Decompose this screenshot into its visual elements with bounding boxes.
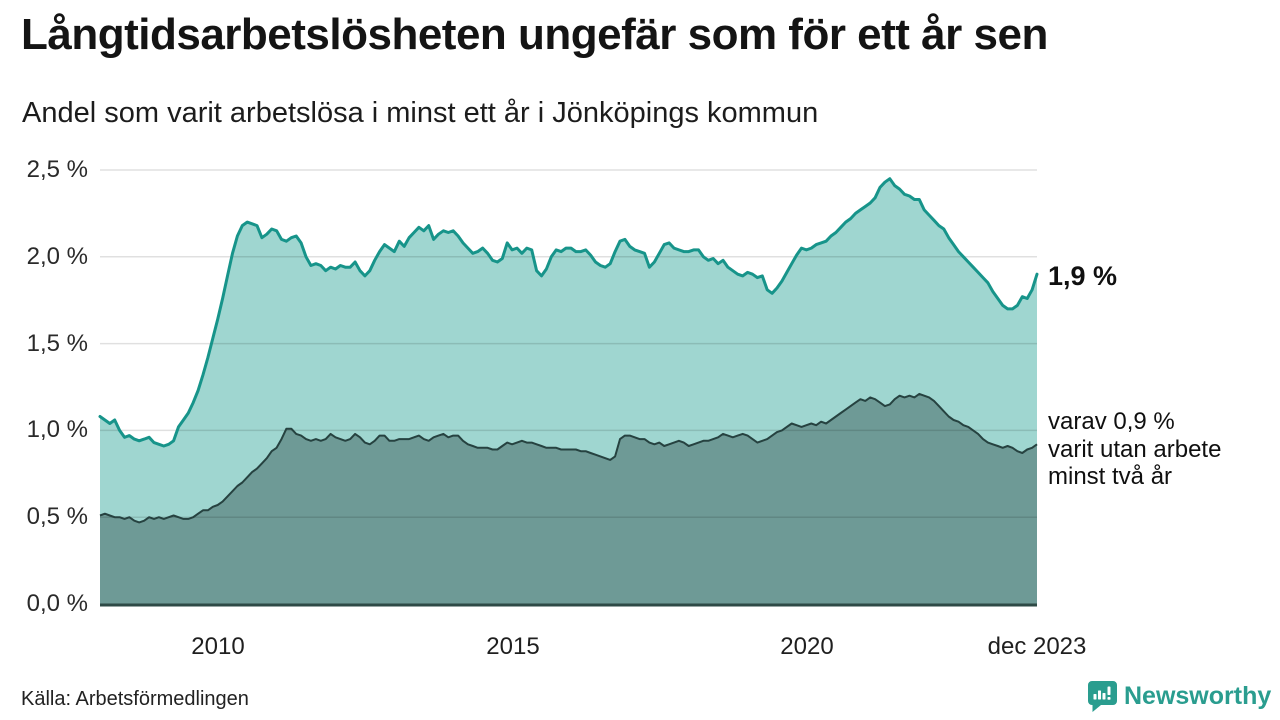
area-fill-series-1	[100, 393, 1037, 604]
chart-subtitle: Andel som varit arbetslösa i minst ett å…	[22, 97, 819, 129]
newsworthy-wordmark: Newsworthy	[1124, 682, 1272, 710]
x-axis-tick-label: dec 2023	[987, 633, 1087, 660]
y-axis-tick-label: 2,5 %	[26, 156, 88, 183]
x-axis-tick-label: 2010	[191, 633, 245, 660]
source-note: Källa: Arbetsförmedlingen	[21, 688, 249, 710]
two-year-annotation-line: varav 0,9 %	[1048, 408, 1175, 435]
two-year-annotation: varav 0,9 % varit utan arbete minst två …	[1048, 408, 1221, 491]
y-axis-tick-label: 0,0 %	[26, 590, 88, 617]
two-year-annotation-line: minst två år	[1048, 463, 1173, 490]
line-two-years	[99, 392, 1038, 524]
page-title: Långtidsarbetslösheten ungefär som för e…	[21, 10, 1048, 59]
line-one-year	[98, 177, 1039, 448]
x-axis-tick-label: 2020	[780, 633, 834, 660]
latest-value-label: 1,9 %	[1048, 261, 1118, 291]
y-axis-tick-label: 1,0 %	[26, 416, 88, 443]
y-axis-tick-label: 0,5 %	[26, 503, 88, 530]
newsworthy-logo-icon	[1088, 681, 1117, 712]
y-axis-tick-label: 2,0 %	[26, 243, 88, 270]
two-year-annotation-line: varit utan arbete	[1048, 435, 1222, 463]
x-axis-tick-label: 2015	[486, 633, 540, 660]
y-axis-tick-label: 1,5 %	[26, 330, 88, 357]
